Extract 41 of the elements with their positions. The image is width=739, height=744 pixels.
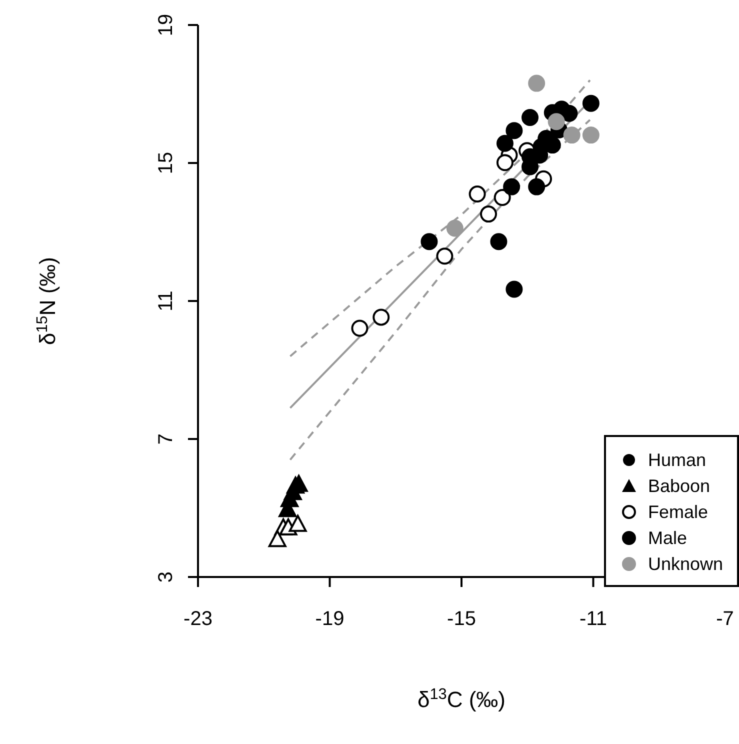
point — [446, 220, 464, 237]
point — [503, 178, 520, 196]
point — [563, 126, 580, 144]
x-tick-label: -7 — [716, 608, 734, 630]
point — [494, 189, 511, 206]
y-tick-label: 15 — [155, 152, 177, 174]
annotation: Human — [648, 450, 706, 470]
point — [288, 514, 307, 532]
point — [351, 320, 368, 337]
point — [480, 206, 498, 223]
y-tick-label: 3 — [155, 571, 177, 583]
point — [582, 94, 600, 112]
point — [506, 122, 523, 140]
point — [548, 113, 565, 130]
point — [496, 134, 514, 152]
x-axis-title: δ$^{13}$C (‰) — [417, 686, 506, 712]
point — [268, 530, 286, 548]
x-tick-label: -15 — [447, 608, 476, 630]
point — [420, 233, 438, 250]
point — [528, 74, 546, 92]
legend-label: Female — [648, 502, 708, 522]
point — [372, 308, 390, 326]
point — [522, 108, 539, 126]
point — [468, 186, 486, 203]
x-tick-label: -23 — [184, 608, 212, 630]
point — [490, 233, 508, 250]
line-series — [289, 79, 591, 358]
legend-label: Baboon — [648, 476, 710, 496]
line-series — [289, 118, 591, 461]
y-tick-label: 19 — [155, 14, 177, 36]
legend-label: Unknown — [648, 554, 723, 574]
point — [528, 178, 546, 196]
legend-label: Male — [648, 528, 687, 548]
y-tick-label: 7 — [155, 433, 177, 445]
point — [436, 248, 454, 265]
point — [496, 154, 514, 172]
x-tick-label: -11 — [580, 608, 607, 630]
point — [582, 126, 600, 144]
y-tick-label: 11 — [155, 290, 177, 312]
x-tick-label: -19 — [315, 608, 344, 630]
point — [506, 280, 523, 298]
